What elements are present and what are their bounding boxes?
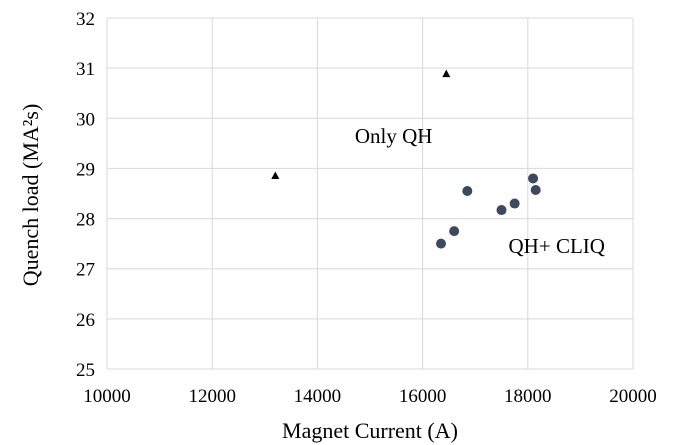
grid-lines — [106, 17, 634, 370]
y-tick-label: 29 — [76, 159, 95, 180]
annotation-label: QH+ CLIQ — [509, 234, 605, 258]
data-point-triangle — [271, 171, 280, 179]
data-point-circle — [509, 198, 520, 209]
x-tick-label: 16000 — [399, 386, 447, 407]
y-axis-label: Quench load (MA²s) — [18, 104, 43, 287]
x-tick-label: 20000 — [609, 386, 657, 407]
data-point-circle — [436, 238, 447, 249]
data-point-circle — [528, 173, 539, 184]
y-tick-label: 25 — [76, 360, 95, 381]
data-point-circle — [462, 185, 473, 196]
x-tick-label: 18000 — [504, 386, 552, 407]
y-tick-label: 26 — [76, 310, 95, 331]
x-tick-labels: 10000 12000 14000 16000 18000 20000 — [83, 386, 657, 407]
x-tick-label: 10000 — [83, 386, 131, 407]
data-point-triangle — [442, 69, 451, 78]
y-tick-label: 27 — [76, 260, 95, 281]
y-tick-labels: 25 26 27 28 29 30 31 32 — [76, 9, 95, 381]
y-tick-label: 30 — [76, 109, 95, 130]
data-point-circle — [530, 184, 541, 195]
y-tick-label: 32 — [76, 9, 95, 30]
data-point-circle — [496, 205, 507, 216]
annotations: Only QH QH+ CLIQ — [355, 124, 605, 258]
annotation-label: Only QH — [355, 124, 433, 148]
y-tick-label: 31 — [76, 59, 95, 80]
x-tick-label: 12000 — [188, 386, 236, 407]
y-tick-label: 28 — [76, 210, 95, 231]
x-axis-label: Magnet Current (A) — [282, 418, 458, 443]
data-point-circle — [449, 226, 460, 237]
x-tick-label: 14000 — [294, 386, 342, 407]
data-points — [271, 69, 541, 249]
